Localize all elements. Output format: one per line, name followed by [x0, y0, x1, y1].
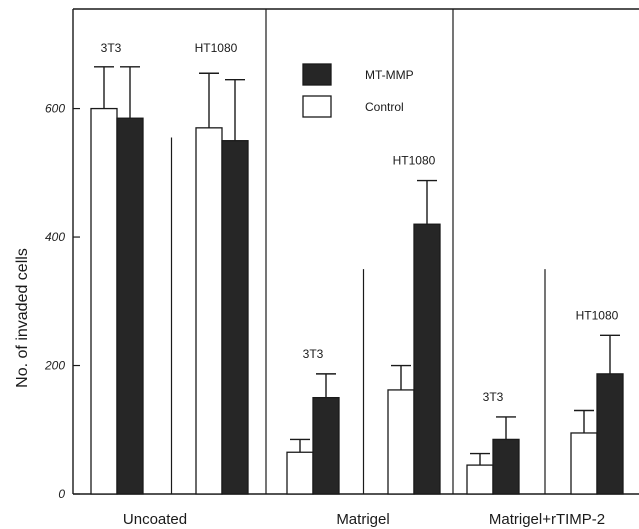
bar-0-1-mt_mmp [221, 140, 249, 495]
bars [90, 66, 624, 495]
bar-1-1-control [387, 389, 415, 495]
legend-label-1: Control [365, 100, 404, 114]
group-label-1-0: 3T3 [303, 347, 324, 361]
y-tick-label-0: 0 [58, 487, 65, 501]
panel-label-2: Matrigel+rTIMP-2 [489, 511, 605, 528]
bar-2-0-mt_mmp [492, 438, 520, 495]
bar-0-1-control [195, 127, 223, 495]
group-label-2-1: HT1080 [576, 308, 619, 322]
bar-1-1-mt_mmp [413, 223, 441, 495]
y-tick-label-600: 600 [45, 102, 65, 116]
plot-frame [72, 8, 639, 495]
y-tick-label-400: 400 [45, 230, 65, 244]
legend-swatch-1 [302, 95, 332, 118]
panel-label-1: Matrigel [336, 511, 389, 528]
group-label-1-1: HT1080 [393, 154, 436, 168]
bar-2-0-control [466, 464, 494, 495]
group-label-2-0: 3T3 [483, 390, 504, 404]
panel-label-0: Uncoated [123, 511, 187, 528]
group-label-0-1: HT1080 [195, 41, 238, 55]
bar-0-0-mt_mmp [116, 117, 144, 495]
bar-2-1-control [570, 432, 598, 495]
bar-1-0-mt_mmp [312, 396, 340, 495]
legend-swatch-0 [302, 63, 332, 86]
bar-1-0-control [286, 451, 314, 495]
y-axis-label: No. of invaded cells [14, 248, 31, 388]
y-axis-ticks: 0 200 400 600 [44, 102, 80, 501]
y-tick-label-200: 200 [44, 359, 65, 373]
legend-label-0: MT-MMP [365, 68, 414, 82]
bar-0-0-control [90, 107, 118, 495]
labels: Uncoated 3T3 HT1080 Matrigel 3T3 HT1080 Matrig… [101, 41, 619, 528]
legend: MT-MMP Control [302, 63, 414, 118]
group-label-0-0: 3T3 [101, 41, 122, 55]
bar-2-1-mt_mmp [596, 373, 624, 495]
